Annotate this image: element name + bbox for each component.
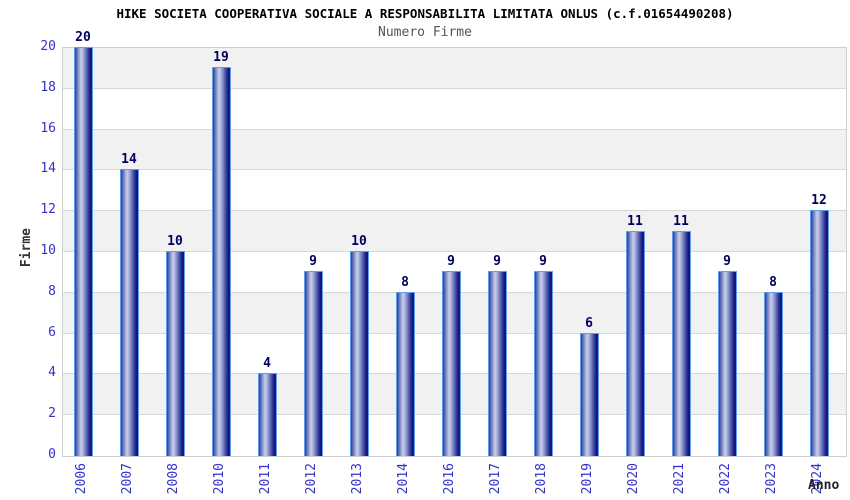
grid-band (63, 170, 846, 211)
x-tick-label: 2012 (304, 463, 319, 495)
grid-line (63, 128, 846, 130)
bar-2024 (810, 210, 829, 456)
x-tick-label: 2021 (672, 463, 687, 495)
bar-2020 (626, 230, 645, 456)
grid-band (63, 48, 846, 89)
grid-line (63, 210, 846, 212)
bar-value-label: 10 (167, 234, 183, 249)
bar-2019 (580, 332, 599, 456)
bar-value-label: 20 (75, 30, 91, 45)
x-tick-label: 2007 (120, 463, 135, 495)
bar-2013 (350, 251, 369, 456)
plot-area: 20 14 10 19 4 9 10 8 9 9 9 6 11 11 9 8 12 (62, 30, 847, 457)
y-tick-label: 18 (40, 79, 56, 95)
grid-line (63, 169, 846, 171)
x-tick-label: 2018 (534, 463, 549, 495)
grid-band (63, 89, 846, 130)
bar-value-label: 19 (213, 50, 229, 66)
bar-value-label: 14 (121, 152, 137, 168)
grid-band (63, 129, 846, 171)
x-tick-label: 2022 (718, 463, 733, 495)
bar-2006 (74, 47, 93, 456)
y-tick-label: 20 (40, 39, 56, 54)
bar-2011 (258, 373, 277, 456)
bar-value-label: 4 (263, 356, 271, 372)
x-tick-label: 2016 (442, 463, 457, 495)
bar-value-label: 8 (401, 274, 409, 290)
x-tick-label: 2006 (74, 463, 89, 495)
bar-value-label: 9 (493, 254, 501, 270)
bar-2010 (212, 67, 231, 456)
x-tick-label: 2008 (166, 463, 181, 495)
y-tick-label: 10 (40, 243, 56, 258)
y-tick-label: 6 (48, 324, 56, 340)
bar-2016 (442, 271, 461, 456)
bar-2021 (672, 230, 691, 456)
y-tick-label: 14 (40, 161, 56, 177)
bar-2023 (764, 291, 783, 456)
bar-2014 (396, 291, 415, 456)
chart-title: HIKE SOCIETA COOPERATIVA SOCIALE A RESPO… (116, 6, 734, 21)
bar-value-label: 8 (769, 274, 777, 290)
bar-2018 (534, 271, 553, 456)
bar-value-label: 11 (627, 213, 643, 229)
bar-value-label: 9 (539, 254, 547, 270)
chart-subtitle: Numero Firme (378, 25, 472, 40)
x-tick-label: 2019 (580, 463, 595, 495)
x-tick-label: 2017 (488, 463, 503, 495)
bar-2022 (718, 271, 737, 456)
bar-value-label: 9 (723, 254, 731, 270)
y-tick-label: 2 (48, 406, 56, 422)
grid-band (63, 211, 846, 252)
x-tick-label: 2013 (350, 463, 365, 495)
bar-2012 (304, 271, 323, 456)
bar-value-label: 6 (585, 315, 593, 331)
x-tick-label: 2023 (764, 463, 779, 495)
bar-value-label: 9 (309, 254, 317, 270)
grid-line (63, 251, 846, 252)
bar-value-label: 12 (811, 193, 827, 209)
bar-2008 (166, 251, 185, 456)
y-tick-label: 4 (48, 365, 56, 381)
y-tick-label: 12 (40, 202, 56, 218)
x-tick-label: 2020 (626, 463, 641, 495)
bar-value-label: 10 (351, 234, 367, 249)
y-tick-label: 8 (48, 283, 56, 299)
bar-value-label: 11 (673, 213, 689, 229)
bar-value-label: 9 (447, 254, 455, 270)
y-tick-label: 16 (40, 120, 56, 136)
x-axis-title: Anno (808, 478, 840, 493)
bar-2007 (120, 169, 139, 456)
x-tick-label: 2010 (212, 463, 227, 495)
x-tick-label: 2011 (258, 463, 273, 495)
y-tick-label: 0 (48, 447, 56, 462)
bar-2017 (488, 271, 507, 456)
grid-line (63, 87, 846, 89)
x-tick-label: 2014 (396, 463, 411, 495)
